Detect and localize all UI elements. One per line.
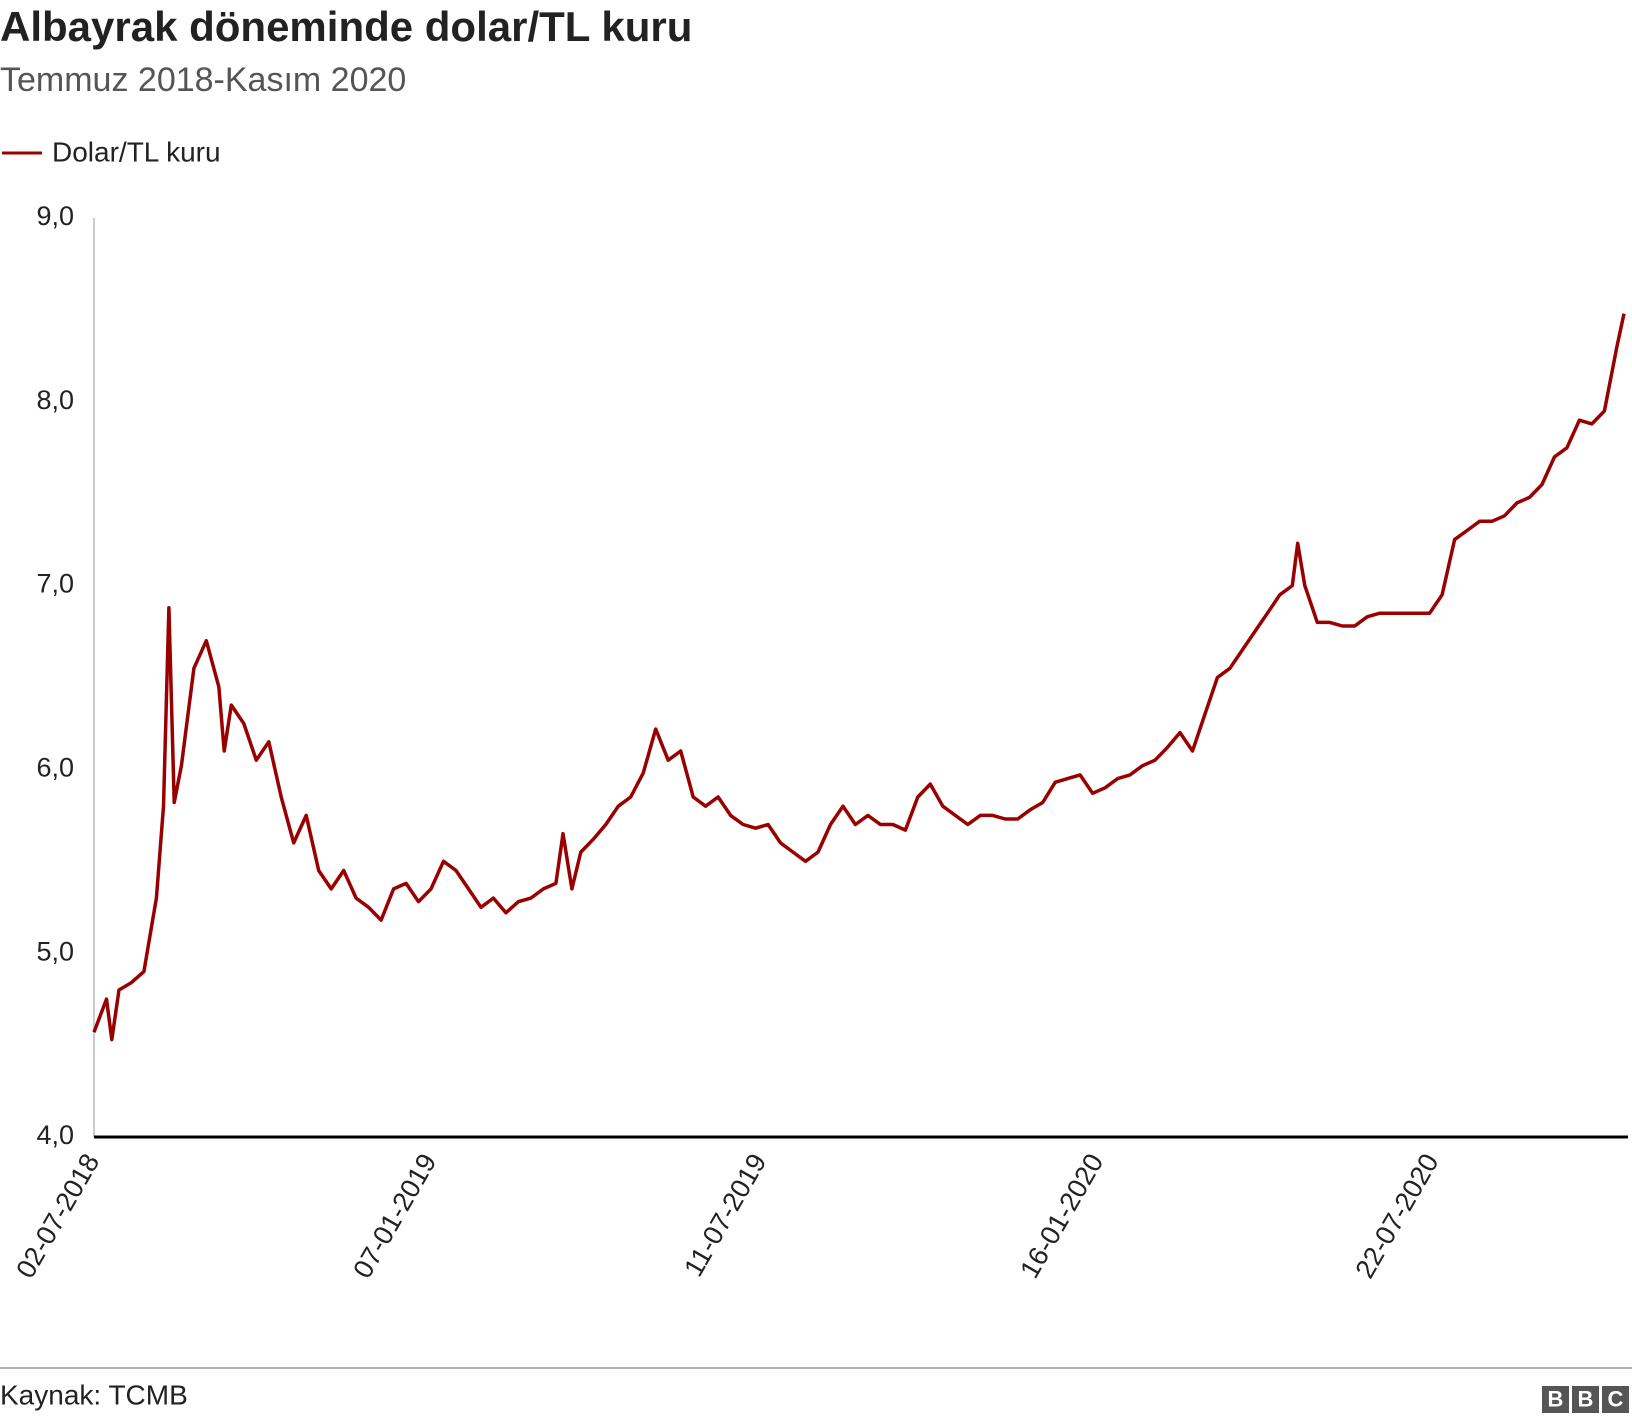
x-tick-label: 02-07-2018 xyxy=(10,1149,105,1284)
source: Kaynak: TCMB xyxy=(0,1379,188,1410)
y-tick-label: 7,0 xyxy=(36,569,74,599)
data-line xyxy=(92,313,1626,1042)
chart-title: Albayrak döneminde dolar/TL kuru xyxy=(0,3,692,50)
y-tick-label: 5,0 xyxy=(36,936,74,966)
logo-box xyxy=(1572,1386,1599,1413)
x-tick-label: 16-01-2020 xyxy=(1014,1149,1109,1284)
x-tick-label: 22-07-2020 xyxy=(1350,1149,1445,1284)
logo-letter: B xyxy=(1548,1386,1564,1411)
y-tick-label: 8,0 xyxy=(36,385,74,415)
chart-subtitle: Temmuz 2018-Kasım 2020 xyxy=(0,61,406,99)
legend-label: Dolar/TL kuru xyxy=(52,136,221,167)
y-tick-label: 6,0 xyxy=(36,753,74,783)
x-tick-label: 07-01-2019 xyxy=(347,1149,442,1284)
logo-box xyxy=(1542,1386,1569,1413)
x-tick-label: 11-07-2019 xyxy=(678,1149,772,1282)
logo-box xyxy=(1602,1386,1629,1413)
logo-letter: C xyxy=(1608,1386,1624,1411)
y-tick-label: 4,0 xyxy=(36,1120,74,1150)
logo-letter: B xyxy=(1578,1386,1594,1411)
y-tick-label: 9,0 xyxy=(36,201,74,231)
